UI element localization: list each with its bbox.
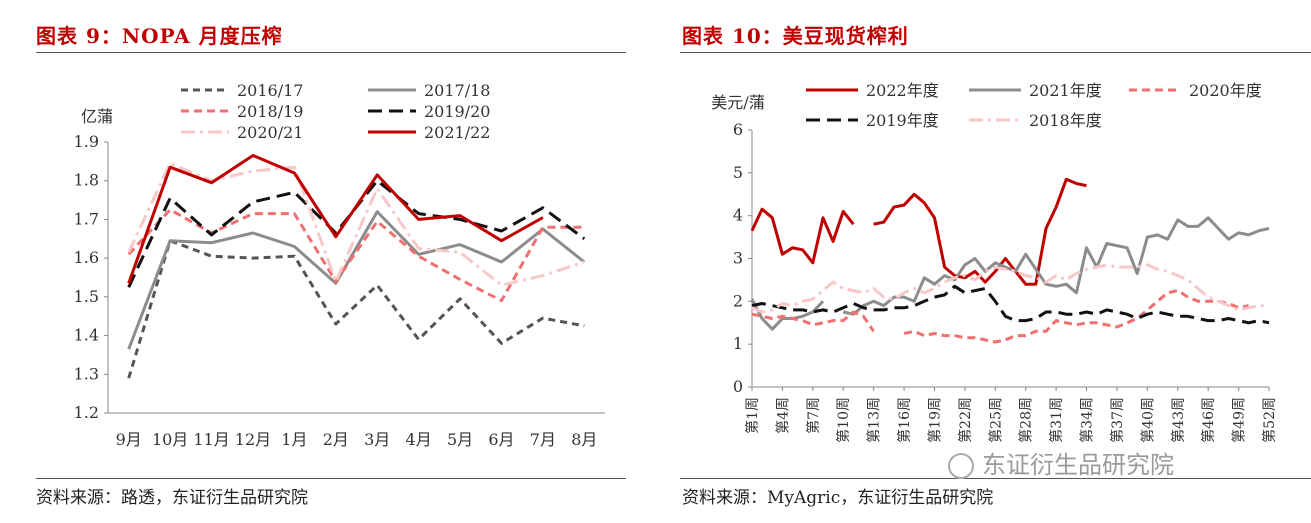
series-line-2021-22 (127, 154, 544, 284)
series-line-2016-17 (127, 239, 585, 379)
figure-9-top-rule (36, 52, 626, 53)
legend-label-2018: 2018年度 (1029, 111, 1102, 130)
legend-label-2020-21: 2020/21 (237, 123, 303, 142)
x-tick-label-37: 第37周 (1109, 397, 1126, 443)
legend-label-2019: 2019年度 (866, 111, 939, 130)
y-tick-label-1-5: 1.5 (74, 287, 99, 306)
figure-10-source: 资料来源：MyAgric，东证衍生品研究院 (682, 488, 994, 508)
y-tick-label-1: 1 (733, 334, 743, 353)
series-line-2021 (750, 216, 1270, 331)
figure-9-bottom-rule (36, 478, 626, 479)
x-tick-label-49: 第49周 (1231, 397, 1248, 443)
x-tick-label-43: 第43周 (1170, 397, 1187, 443)
x-tick-label-12: 8月 (571, 430, 597, 449)
y-tick-label-5: 5 (733, 163, 743, 182)
x-tick-label-16: 第16周 (896, 397, 913, 443)
watermark: 东证衍生品研究院 (948, 445, 1174, 480)
y-tick-label-1-9: 1.9 (74, 132, 99, 151)
x-tick-label-8: 4月 (406, 430, 432, 449)
x-tick-label-13: 第13周 (866, 397, 883, 443)
x-tick-label-52: 第52周 (1261, 397, 1278, 443)
y-tick-label-1-8: 1.8 (74, 171, 99, 190)
legend-label-2019-20: 2019/20 (424, 102, 490, 121)
x-tick-label-46: 第46周 (1200, 397, 1217, 443)
x-tick-label-1: 第1周 (744, 397, 761, 434)
series-line-2018-19 (127, 208, 585, 303)
x-tick-label-2: 10月 (152, 430, 188, 449)
x-tick-label-9: 5月 (447, 430, 473, 449)
x-tick-label-10: 6月 (488, 430, 514, 449)
x-tick-label-10: 第10周 (835, 397, 852, 443)
y-tick-label-1-6: 1.6 (74, 248, 99, 267)
x-tick-label-4: 12月 (235, 430, 271, 449)
x-tick-label-7: 3月 (364, 430, 390, 449)
y-tick-label-4: 4 (733, 206, 743, 225)
legend-label-2020: 2020年度 (1189, 81, 1262, 100)
figure-10-panel: 图表 10：美豆现货榨利 0 1 2 3 4 5 6 美元/蒲第1周 第4周 第7周 第10周 第13… (672, 0, 1311, 523)
y-tick-label-1-7: 1.7 (74, 209, 99, 228)
series-line-2020 (751, 289, 1250, 344)
y-axis-title: 亿蒲 (81, 107, 113, 126)
series-line-2020-21 (127, 161, 585, 287)
x-tick-label-7: 第7周 (805, 397, 822, 434)
y-tick-label-3: 3 (733, 249, 743, 268)
figure-9-source: 资料来源：路透，东证衍生品研究院 (36, 488, 308, 508)
x-tick-label-31: 第31周 (1048, 397, 1065, 443)
y-tick-label-1-4: 1.4 (74, 326, 99, 345)
legend-label-2021: 2021年度 (1029, 81, 1102, 100)
legend-label-2021-22: 2021/22 (424, 123, 490, 142)
figure-10-bottom-rule (680, 478, 1311, 479)
figure-9-title: 图表 9：NOPA 月度压榨 (36, 24, 283, 48)
series-line-2018 (751, 263, 1269, 314)
figure-10-title: 图表 10：美豆现货榨利 (682, 24, 909, 48)
x-tick-label-1: 9月 (116, 430, 142, 449)
x-tick-label-19: 第19周 (926, 397, 943, 443)
y-tick-label-0: 0 (733, 377, 743, 396)
y-tick-label-1-2: 1.2 (74, 403, 99, 422)
legend-label-2016-17: 2016/17 (237, 81, 303, 100)
figure-9-panel: 图表 9：NOPA 月度压榨 1.2 1.3 1.4 1.5 1.6 1.7 1.8 1.9 亿… (0, 0, 640, 523)
x-tick-label-40: 第40周 (1139, 397, 1156, 443)
y-tick-label-6: 6 (733, 120, 743, 139)
x-tick-label-28: 第28周 (1018, 397, 1035, 443)
x-tick-label-34: 第34周 (1079, 397, 1096, 443)
y-axis-title: 美元/蒲 (711, 93, 764, 112)
nopa-monthly-crush-chart: 1.2 1.3 1.4 1.5 1.6 1.7 1.8 1.9 亿蒲 9月 10月 11月 12月 1月 2… (74, 81, 605, 449)
x-tick-label-4: 第4周 (774, 397, 791, 434)
y-tick-label-2: 2 (733, 291, 743, 310)
legend-label-2018-19: 2018/19 (237, 102, 303, 121)
figure-10-top-rule (680, 52, 1311, 53)
x-tick-label-5: 1月 (281, 430, 307, 449)
x-tick-label-3: 11月 (193, 430, 229, 449)
wechat-logo-icon (948, 453, 974, 479)
x-tick-label-25: 第25周 (987, 397, 1004, 443)
series-line-2019 (751, 284, 1270, 325)
x-tick-label-22: 第22周 (957, 397, 974, 443)
x-tick-label-11: 7月 (530, 430, 556, 449)
watermark-text: 东证衍生品研究院 (982, 451, 1174, 479)
x-tick-label-6: 2月 (323, 430, 349, 449)
y-tick-label-1-3: 1.3 (74, 364, 99, 383)
series-line-2017-18 (127, 210, 586, 350)
legend-label-2022: 2022年度 (866, 81, 939, 100)
legend-label-2017-18: 2017/18 (424, 81, 490, 100)
